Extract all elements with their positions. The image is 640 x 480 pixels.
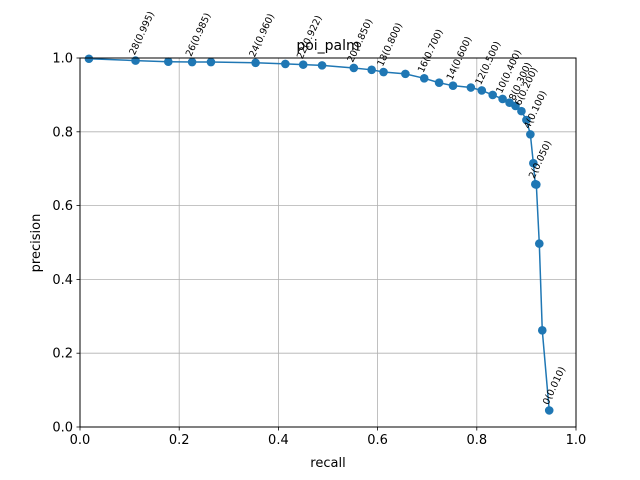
data-point: [477, 86, 487, 95]
threshold-annotation: 24(0.960): [247, 12, 277, 59]
data-point: [434, 78, 444, 88]
x-axis-label: recall: [310, 456, 345, 471]
data-point: [349, 63, 359, 73]
data-point: [281, 59, 290, 69]
y-tick-label: 0.0: [52, 421, 73, 436]
pr-curve-line: [88, 57, 550, 411]
data-point: [448, 81, 458, 90]
data-point: [187, 57, 197, 67]
plot-frame: [79, 57, 577, 428]
data-point: [419, 73, 429, 83]
data-point: [498, 94, 507, 104]
chart-title: poi_palm: [296, 38, 359, 54]
data-point: [367, 65, 376, 75]
data-point: [379, 67, 388, 77]
data-point: [317, 61, 327, 70]
threshold-annotation: 26(0.985): [184, 11, 214, 58]
threshold-annotation: 16(0.700): [416, 28, 446, 75]
data-point: [529, 158, 538, 168]
data-point: [251, 58, 260, 68]
data-point: [526, 130, 535, 139]
data-point: [401, 69, 410, 79]
threshold-annotation: 28(0.995): [127, 10, 157, 57]
data-point: [522, 115, 531, 125]
grid-lines: [79, 57, 577, 428]
data-point: [534, 239, 544, 248]
series-layer: [88, 57, 550, 411]
x-tick-label: 0.8: [466, 433, 487, 448]
data-point: [298, 60, 308, 69]
data-point: [84, 54, 94, 64]
y-tick-label: 0.6: [52, 199, 73, 214]
data-point: [511, 101, 520, 111]
x-tick-label: 0.4: [268, 433, 289, 448]
threshold-annotation: 18(0.800): [375, 21, 405, 68]
x-tick-label: 0.0: [70, 433, 91, 448]
data-point: [517, 106, 526, 116]
data-point: [544, 406, 554, 415]
data-point: [532, 180, 541, 189]
y-axis-label: precision: [29, 214, 44, 273]
point-annotations: 28(0.995) 26(0.985) 24(0.960) 22(0.922) 20(0…: [127, 10, 568, 407]
y-tick-label: 1.0: [52, 52, 73, 67]
x-tick-label: 0.6: [367, 433, 388, 448]
x-tick-label: 1.0: [566, 433, 587, 448]
data-point: [163, 57, 173, 66]
y-tick-label: 0.4: [52, 273, 73, 288]
data-point: [466, 83, 476, 92]
data-point: [488, 90, 497, 100]
data-point: [206, 57, 216, 67]
axes: 0.0 0.2 0.4 0.6 0.8 1.0 0.0 0.2 0.4 0.6 0.8 1.0: [52, 52, 586, 449]
threshold-annotation: 0(0.010): [541, 365, 568, 406]
x-tick-label: 0.2: [169, 433, 190, 448]
data-point: [537, 326, 547, 335]
y-tick-label: 0.2: [52, 347, 73, 362]
y-tick-label: 0.8: [52, 125, 73, 140]
data-points: [84, 54, 554, 415]
